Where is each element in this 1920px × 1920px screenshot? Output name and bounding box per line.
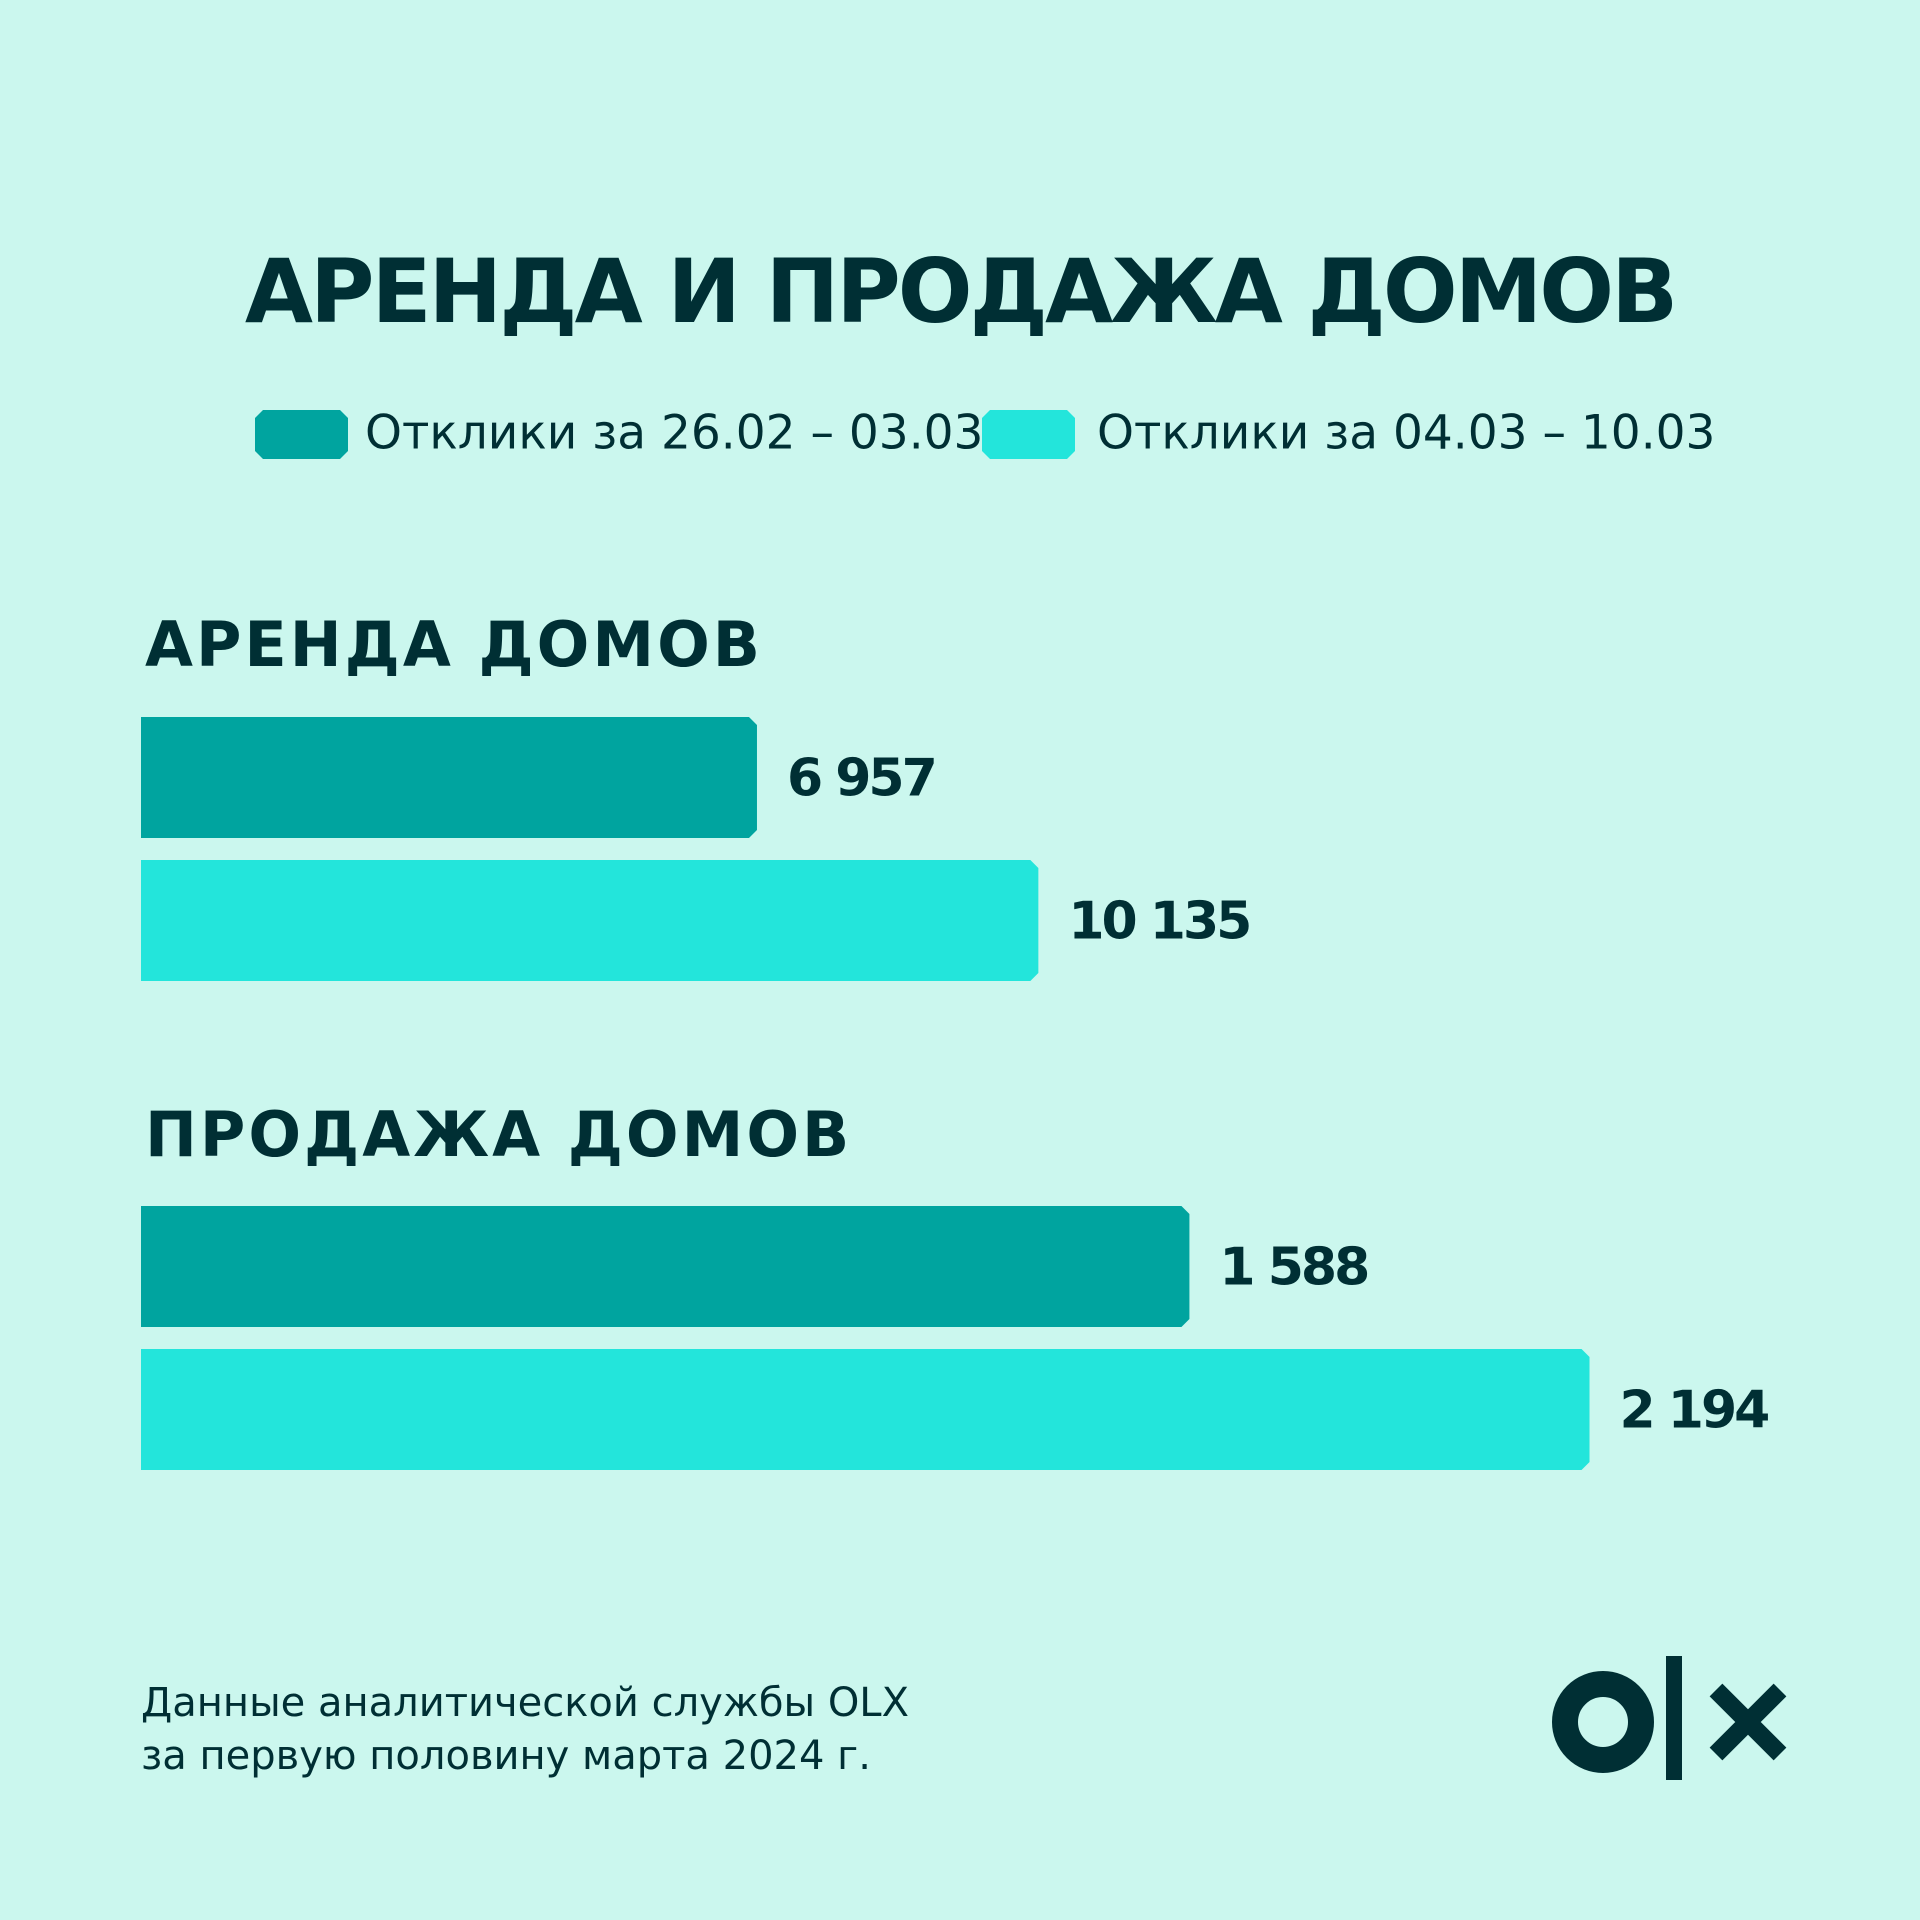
bar <box>141 1206 1190 1327</box>
logo <box>1552 1656 1787 1780</box>
value-label: 2 194 <box>1620 1381 1769 1441</box>
footnote: за первую половину марта 2024 г. <box>141 1733 871 1779</box>
bar <box>141 1349 1590 1470</box>
footnote: Данные аналитической службы OLX <box>141 1680 909 1726</box>
value-label: 1 588 <box>1219 1238 1367 1298</box>
legend-label: Отклики за 04.03 – 10.03 <box>1097 406 1715 461</box>
chart-title: АРЕНДА И ПРОДАЖА ДОМОВ <box>245 240 1675 343</box>
group-title: ПРОДАЖА ДОМОВ <box>145 1098 852 1171</box>
legend-swatch <box>982 410 1075 459</box>
group-title: АРЕНДА ДОМОВ <box>145 608 763 681</box>
value-label: 10 135 <box>1068 892 1249 952</box>
bar <box>141 717 757 838</box>
bar <box>141 860 1039 981</box>
legend-label: Отклики за 26.02 – 03.03 <box>365 406 983 461</box>
legend-swatch <box>255 410 348 459</box>
value-label: 6 957 <box>787 749 935 809</box>
